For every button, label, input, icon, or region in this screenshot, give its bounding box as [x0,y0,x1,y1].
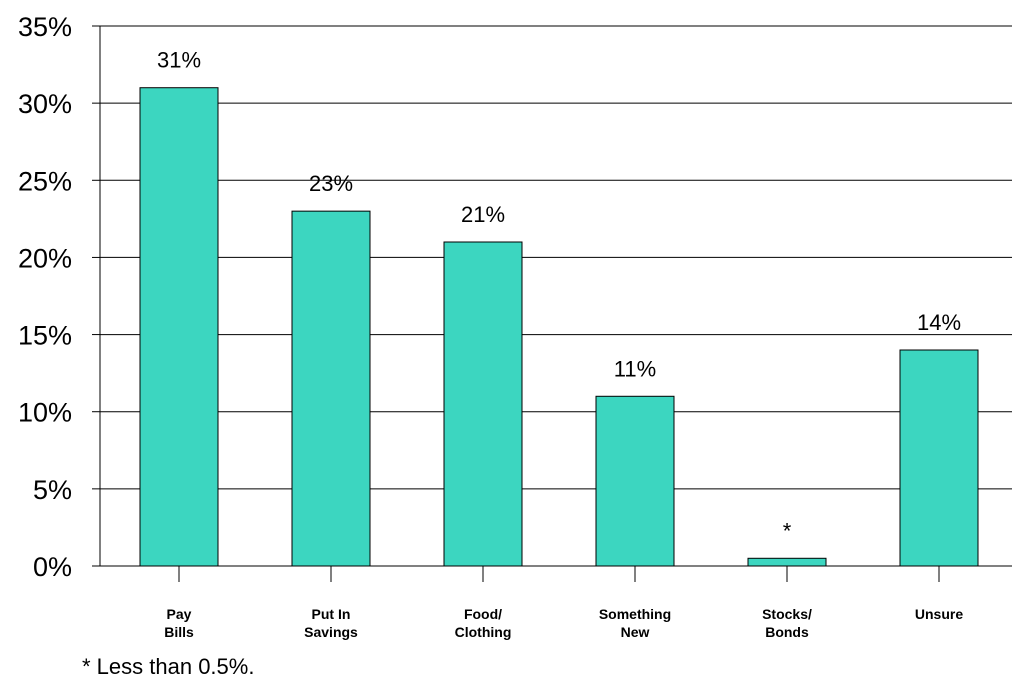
bar [595,395,675,567]
x-tick-label-line: Stocks/ [762,606,812,622]
x-tick-label-line: New [621,624,650,640]
bar [747,557,827,567]
y-tick-label: 10% [18,398,72,428]
x-tick-label-line: Bonds [765,624,809,640]
data-label: 31% [157,48,201,73]
x-tick-label-line: Unsure [915,606,963,622]
data-label: 11% [614,356,656,381]
x-tick-label: Food/Clothing [455,606,512,640]
bar [291,210,371,567]
x-tick-label-line: Clothing [455,624,512,640]
bars: 31% 23% 21% 11% * 14% [139,48,979,567]
y-tick-label: 15% [18,321,72,351]
footnote: * Less than 0.5%. [82,654,255,679]
bar [899,349,979,567]
x-tick-label-line: Something [599,606,671,622]
data-label: 14% [917,310,961,335]
x-tick-label: Stocks/Bonds [762,606,812,640]
data-label: * [783,518,792,543]
y-tick-label: 30% [18,89,72,119]
y-tick-label: 35% [18,12,72,42]
y-tick-label: 20% [18,243,72,273]
x-tick-label-line: Food/ [464,606,502,622]
x-tick-label-line: Bills [164,624,194,640]
x-tick-label-line: Savings [304,624,358,640]
y-tick-label: 5% [33,475,72,505]
x-tick-label: Unsure [915,606,963,622]
gridlines [100,25,1012,490]
y-tick-label: 0% [33,552,72,582]
data-label: 23% [309,171,353,196]
bar [139,87,219,567]
x-tick-label-line: Put In [312,606,351,622]
x-tick-label: Put In Savings [304,606,358,640]
x-tick-label-line: Pay [167,606,192,622]
bar [443,241,523,567]
y-axis: 0% 5% 10% 15% 20% 25% 30% 35% [18,12,101,582]
x-tick-label: Something New [599,606,671,640]
y-tick-label: 25% [18,166,72,196]
data-label: 21% [461,202,505,227]
x-tick-label: Pay Bills [164,606,194,640]
x-axis: Pay Bills Put In Savings Food/Clothing Someth… [100,565,1012,640]
